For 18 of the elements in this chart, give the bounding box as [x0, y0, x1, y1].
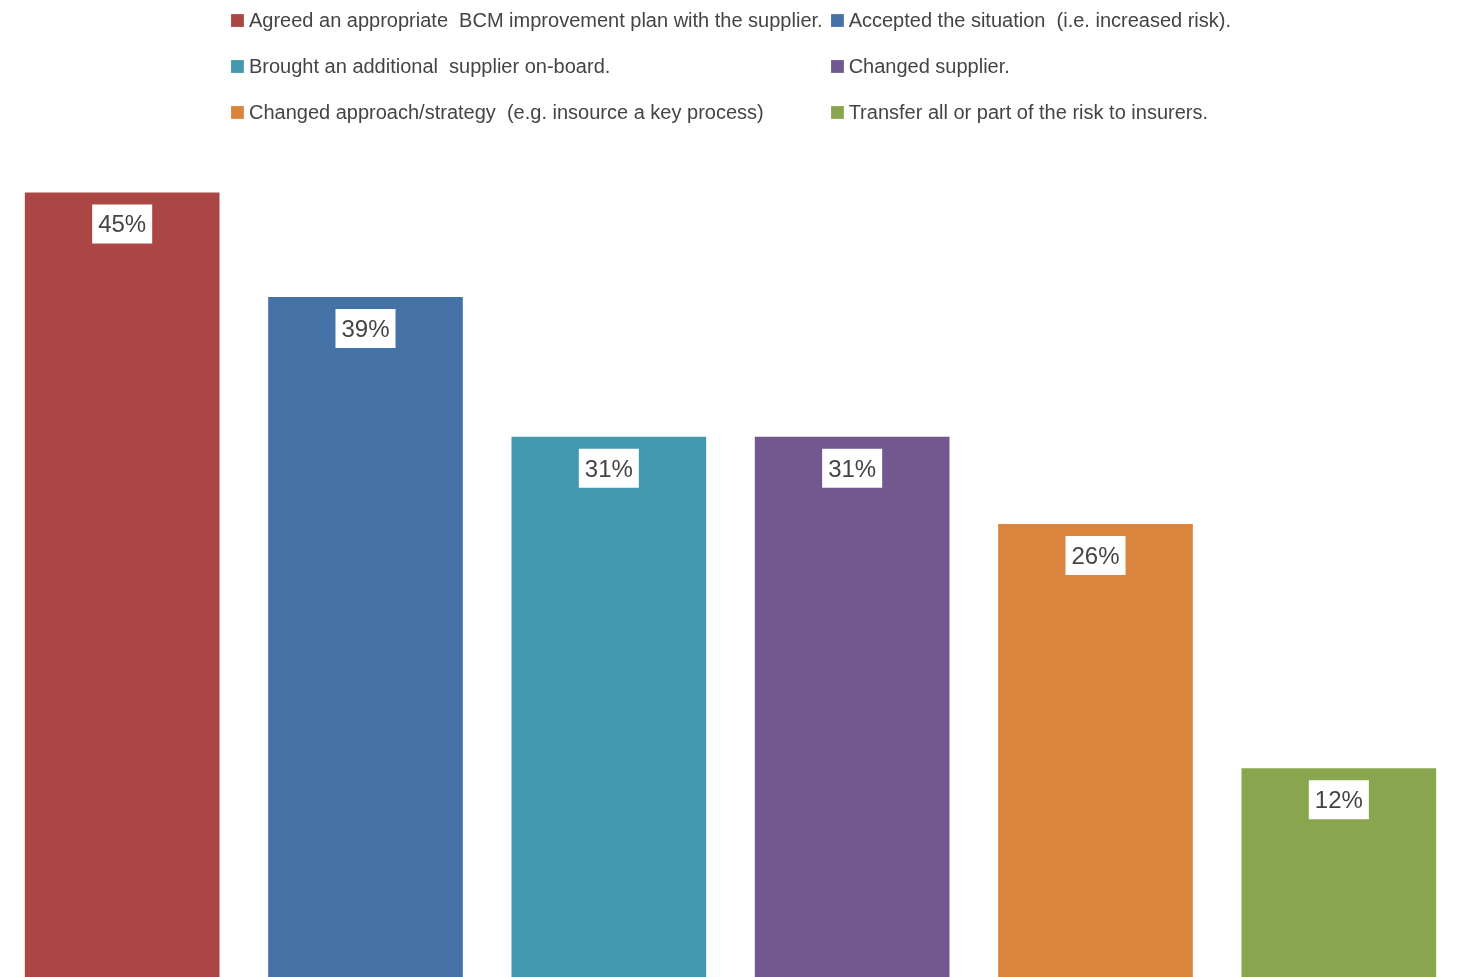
bar — [24, 192, 220, 977]
legend-label: Transfer all or part of the risk to insurers. — [848, 99, 1209, 125]
data-label: 31% — [828, 454, 877, 482]
bar — [268, 297, 463, 977]
data-label: 31% — [584, 454, 633, 482]
bar — [998, 523, 1193, 977]
data-label: 12% — [1314, 786, 1363, 814]
legend-label: Brought an additional supplier on-board. — [248, 53, 611, 79]
legend-label: Accepted the situation (i.e. increased risk). — [848, 7, 1232, 33]
legend-label: Agreed an appropriate BCM improvement plan with the supplier. — [248, 7, 823, 33]
data-label: 26% — [1071, 541, 1120, 569]
data-label: 39% — [341, 315, 390, 343]
bar — [754, 436, 950, 977]
bar — [1241, 768, 1437, 977]
legend-label: Changed approach/strategy (e.g. insource a key process) — [248, 99, 764, 125]
bar — [511, 436, 707, 977]
legend-label: Changed supplier. — [848, 53, 1010, 79]
data-label: 45% — [98, 210, 147, 238]
